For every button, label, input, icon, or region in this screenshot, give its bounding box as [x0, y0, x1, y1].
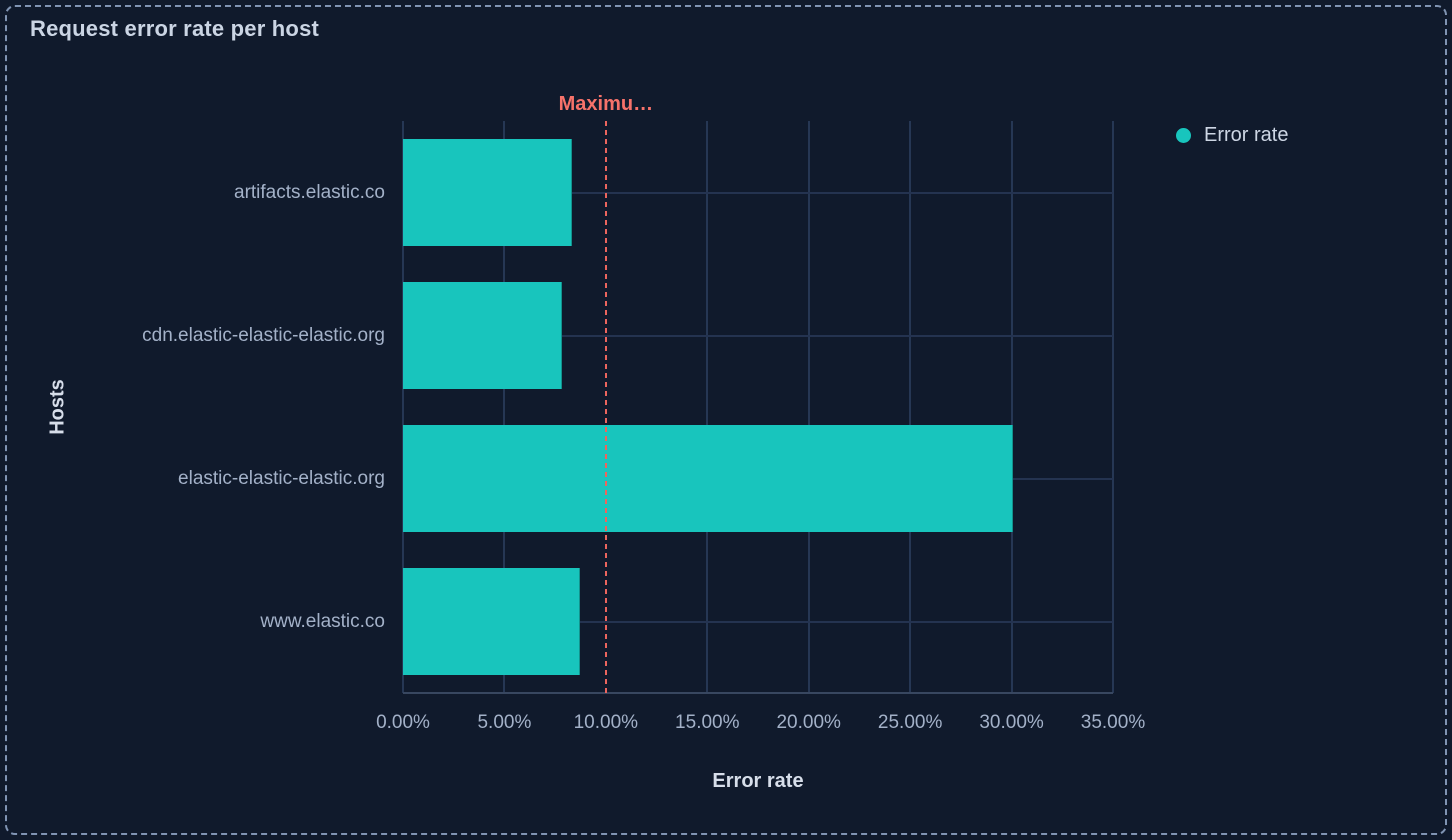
x-tick-label: 15.00% [675, 712, 740, 733]
y-axis-title: Hosts [46, 379, 69, 435]
x-tick-label: 35.00% [1080, 712, 1146, 733]
bar-cdn.elastic-elastic-elastic.org[interactable] [403, 282, 563, 389]
bar-elastic-elastic-elastic.org[interactable] [403, 425, 1013, 532]
legend-series-dot-icon [1176, 128, 1191, 143]
legend-item-label: Error rate [1204, 124, 1289, 146]
bar-artifacts.elastic.co[interactable] [403, 139, 573, 246]
category-label: cdn.elastic-elastic-elastic.org [142, 324, 385, 346]
plot-area [402, 121, 1114, 694]
gridline-vertical [1112, 121, 1114, 693]
x-tick-label: 25.00% [877, 712, 943, 733]
legend-item-error-rate[interactable]: Error rate [1176, 124, 1288, 147]
panel-title: Request error rate per host [30, 16, 320, 41]
x-tick-label: 10.00% [573, 712, 639, 733]
annotation-label: Maximu… [558, 93, 654, 115]
gridline-horizontal [403, 620, 1113, 623]
gridline-vertical [909, 121, 912, 693]
gridline-vertical [706, 121, 709, 693]
gridline-horizontal [403, 191, 1113, 194]
category-label: elastic-elastic-elastic.org [178, 467, 385, 489]
gridline-vertical [503, 121, 506, 693]
x-tick-label: 20.00% [776, 712, 841, 733]
gridline-vertical [1010, 121, 1013, 693]
category-label: artifacts.elastic.co [234, 181, 385, 203]
gridline-horizontal [403, 334, 1113, 337]
gridline-vertical [807, 121, 810, 693]
gridline-vertical [402, 121, 404, 693]
x-tick-label: 5.00% [477, 712, 532, 733]
x-tick-label: 0.00% [376, 712, 430, 733]
x-tick-label: 30.00% [979, 712, 1044, 733]
annotation-threshold-line [604, 121, 607, 693]
category-label: www.elastic.co [260, 610, 385, 632]
x-axis-line [403, 692, 1113, 694]
x-axis-title: Error rate [712, 770, 804, 792]
bar-www.elastic.co[interactable] [403, 568, 581, 675]
